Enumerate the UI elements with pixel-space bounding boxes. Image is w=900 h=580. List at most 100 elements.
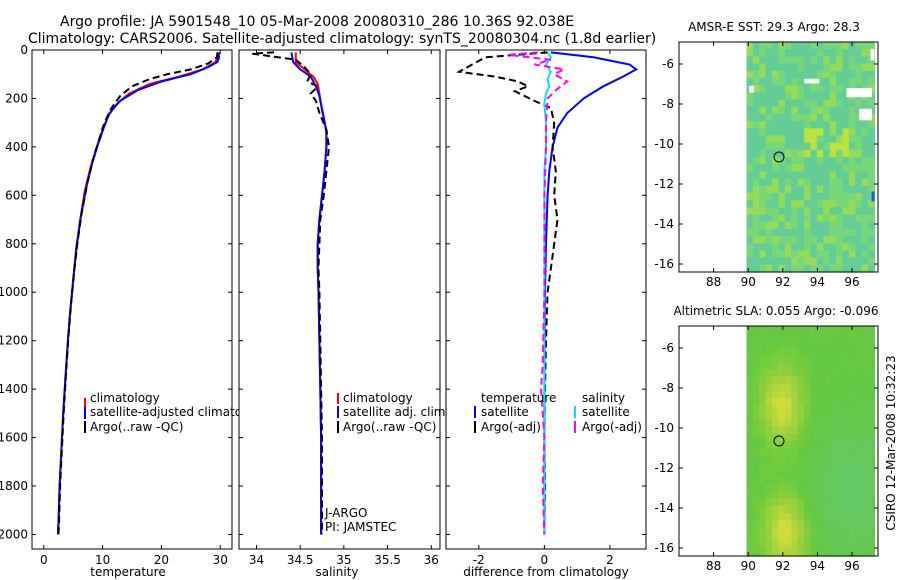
map-cell bbox=[746, 243, 754, 252]
map-cell bbox=[778, 77, 786, 86]
map-cell bbox=[855, 243, 863, 252]
map-cell bbox=[810, 142, 818, 151]
map-cell bbox=[752, 361, 760, 370]
map-cell bbox=[810, 491, 818, 500]
map-cell bbox=[829, 383, 837, 392]
map-cell bbox=[752, 85, 760, 93]
map-cell bbox=[868, 376, 876, 385]
map-cell bbox=[784, 448, 792, 456]
map-cell bbox=[778, 484, 786, 492]
map-cell bbox=[778, 520, 786, 528]
map-cell bbox=[804, 99, 812, 108]
map-cell bbox=[759, 534, 767, 543]
map-cell bbox=[823, 106, 831, 115]
map-cell bbox=[784, 340, 792, 349]
map-cell bbox=[855, 441, 863, 449]
map-cell bbox=[765, 498, 773, 507]
map-cell bbox=[842, 491, 850, 500]
map-cell bbox=[836, 484, 844, 492]
map-cell bbox=[772, 462, 780, 471]
map-cell bbox=[797, 128, 805, 137]
map-cell bbox=[810, 369, 818, 377]
map-cell bbox=[836, 405, 844, 413]
sal-legend-sat-label: satellite adj. clim. bbox=[343, 405, 449, 419]
map-cell bbox=[772, 505, 780, 514]
map-cell bbox=[797, 99, 805, 108]
map-cell bbox=[848, 135, 856, 144]
map-cell bbox=[746, 63, 754, 72]
map-cell bbox=[746, 548, 754, 557]
map-cell bbox=[855, 49, 863, 57]
map-cell bbox=[810, 484, 818, 492]
map-cell bbox=[855, 178, 863, 187]
map-cell bbox=[797, 491, 805, 500]
map-cell bbox=[752, 376, 760, 385]
map-cell bbox=[752, 178, 760, 187]
map-cell bbox=[778, 178, 786, 187]
map-xtick-label: 90 bbox=[741, 275, 756, 289]
map-cell bbox=[791, 541, 799, 550]
map-cell bbox=[759, 520, 767, 528]
map-cell bbox=[836, 455, 844, 464]
map-cell bbox=[791, 340, 799, 349]
map-cell bbox=[765, 63, 773, 72]
map-cell bbox=[836, 70, 844, 79]
map-cell bbox=[829, 433, 837, 442]
map-cell bbox=[778, 340, 786, 349]
map-cell bbox=[848, 171, 856, 180]
map-cell bbox=[810, 70, 818, 79]
map-cell bbox=[772, 448, 780, 456]
map-cell bbox=[746, 142, 754, 151]
map-cell bbox=[791, 484, 799, 492]
map-cell bbox=[784, 106, 792, 115]
map-cell bbox=[804, 361, 812, 370]
map-cell bbox=[842, 178, 850, 187]
map-cell bbox=[765, 228, 773, 237]
map-cell bbox=[848, 221, 856, 230]
map-cell bbox=[810, 49, 818, 57]
map-cell bbox=[842, 405, 850, 413]
map-cell bbox=[842, 441, 850, 449]
diff-legend-sargo-label: Argo(-adj) bbox=[582, 420, 642, 434]
map-cell bbox=[823, 200, 831, 208]
map-cell bbox=[816, 512, 824, 521]
map-cell bbox=[842, 326, 850, 334]
map-cell bbox=[772, 106, 780, 115]
map-cell bbox=[823, 469, 831, 478]
map-cell bbox=[836, 462, 844, 471]
map-cell bbox=[829, 541, 837, 550]
map-cell bbox=[868, 135, 876, 144]
map-cell bbox=[868, 326, 876, 334]
map-cell bbox=[816, 85, 824, 93]
map-cell bbox=[752, 228, 760, 237]
map-cell bbox=[816, 333, 824, 341]
xtick-label: 34.5 bbox=[287, 553, 314, 567]
map-cell bbox=[804, 49, 812, 57]
map-cell bbox=[765, 149, 773, 158]
series-line-argo-raw-qc- bbox=[57, 52, 219, 535]
map-cell bbox=[810, 354, 818, 363]
map-cell bbox=[752, 476, 760, 485]
map-cell bbox=[816, 376, 824, 385]
salinity-xticks: 34 34.5 35 35.5 36 bbox=[249, 50, 439, 567]
map-cell bbox=[855, 250, 863, 259]
map-cell bbox=[861, 512, 869, 521]
map-cell bbox=[784, 70, 792, 79]
map-cell bbox=[855, 207, 863, 216]
xtick-label: 20 bbox=[154, 553, 169, 567]
map-cell bbox=[842, 128, 850, 137]
map-ytick-label: -8 bbox=[662, 97, 674, 111]
map-cell bbox=[848, 243, 856, 252]
jargo-annotation: J-ARGO bbox=[324, 506, 367, 520]
map-cell bbox=[823, 512, 831, 521]
map-cell bbox=[797, 484, 805, 492]
map-cell bbox=[804, 142, 812, 151]
map-cell bbox=[765, 171, 773, 180]
map-cell bbox=[797, 192, 805, 201]
map-cell bbox=[778, 534, 786, 543]
map-cell bbox=[765, 448, 773, 456]
map-cell bbox=[797, 207, 805, 216]
map-cell bbox=[759, 106, 767, 115]
map-cell bbox=[778, 192, 786, 201]
map-cell bbox=[868, 455, 876, 464]
